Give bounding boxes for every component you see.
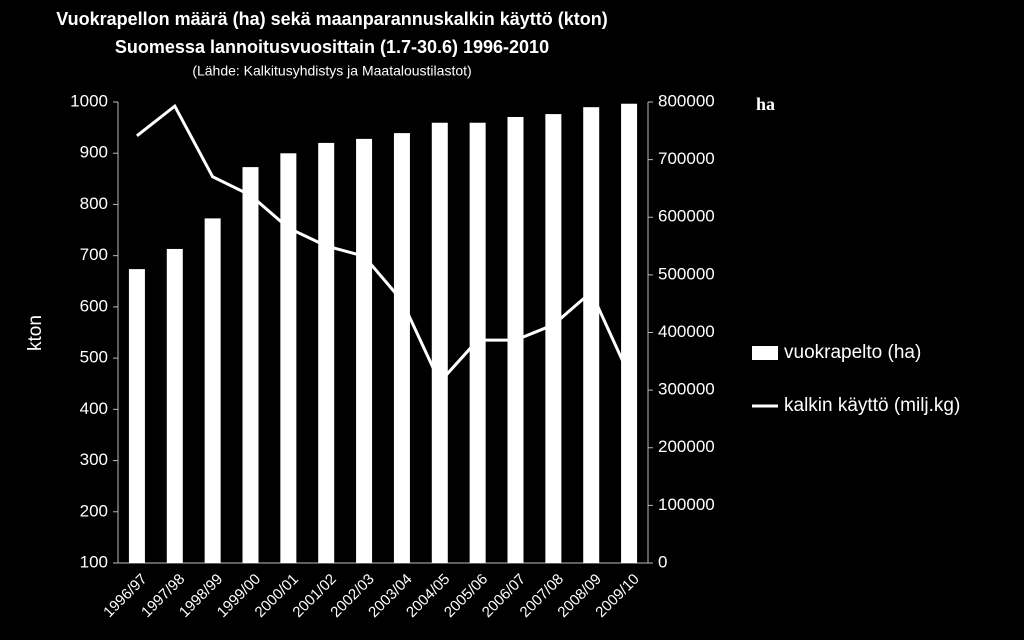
y-tick-label: 700: [80, 245, 108, 264]
y-tick-label: 600: [80, 296, 108, 315]
legend-label: kalkin käyttö (milj.kg): [784, 395, 960, 416]
y2-tick-label: 200000: [658, 437, 715, 456]
y-tick-label: 300: [80, 450, 108, 469]
bar: [356, 138, 373, 563]
legend-label: vuokrapelto (ha): [784, 342, 921, 363]
y2-tick-label: 400000: [658, 322, 715, 341]
bar: [583, 107, 600, 563]
bar: [204, 218, 221, 563]
chart-source: (Lähde: Kalkitusyhdistys ja Maataloustil…: [192, 63, 471, 79]
y-axis-label: kton: [25, 315, 46, 351]
bar: [318, 142, 335, 563]
bar: [393, 133, 410, 563]
bar: [128, 269, 145, 563]
bar: [431, 122, 448, 564]
y-tick-label: 800: [80, 194, 108, 213]
y2-axis-label: ha: [756, 94, 775, 114]
y-tick-label: 400: [80, 399, 108, 418]
chart-subtitle: Suomessa lannoitusvuosittain (1.7-30.6) …: [115, 37, 549, 57]
y2-tick-label: 0: [658, 552, 667, 571]
y2-tick-label: 800000: [658, 91, 715, 110]
y-tick-label: 1000: [70, 91, 108, 110]
bar: [166, 248, 183, 563]
line: [136, 103, 631, 385]
y2-tick-label: 100000: [658, 495, 715, 514]
y-tick-label: 900: [80, 143, 108, 162]
y2-tick-label: 600000: [658, 207, 715, 226]
y-tick-label: 500: [80, 348, 108, 367]
bar: [621, 103, 638, 563]
chart-title: Vuokrapellon määrä (ha) sekä maanparannu…: [56, 9, 608, 29]
bar: [280, 153, 297, 563]
y-tick-label: 100: [80, 552, 108, 571]
legend-swatch: [752, 346, 778, 360]
bar: [469, 122, 486, 564]
y2-tick-label: 700000: [658, 149, 715, 168]
bar: [545, 114, 562, 563]
y-tick-label: 200: [80, 501, 108, 520]
y2-tick-label: 500000: [658, 264, 715, 283]
y2-tick-label: 300000: [658, 380, 715, 399]
bar: [242, 167, 259, 563]
